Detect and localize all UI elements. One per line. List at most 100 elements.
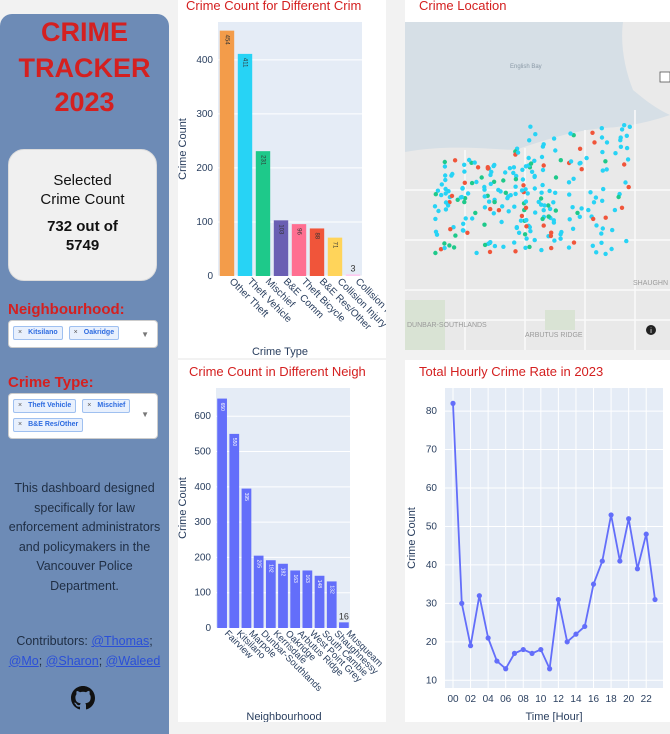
crime-marker[interactable] [462, 162, 467, 167]
crime-marker[interactable] [488, 181, 493, 187]
crime-marker[interactable] [619, 127, 625, 132]
crime-marker[interactable] [586, 207, 591, 213]
crime-marker[interactable] [433, 250, 438, 256]
crime-marker[interactable] [523, 187, 528, 192]
neighbourhood-bar-chart[interactable]: 0100200300400500600650Fairview550Kitsila… [178, 360, 386, 722]
crime-marker[interactable] [511, 170, 516, 176]
bar[interactable] [217, 398, 227, 628]
crime-marker[interactable] [625, 157, 631, 162]
crime-marker[interactable] [453, 233, 458, 238]
crime-marker[interactable] [447, 243, 452, 248]
crime-marker[interactable] [592, 140, 597, 145]
crime-marker[interactable] [613, 151, 618, 156]
crime-marker[interactable] [460, 186, 465, 191]
crime-marker[interactable] [503, 170, 508, 175]
crime-marker[interactable] [552, 238, 557, 243]
crime-marker[interactable] [513, 184, 518, 189]
crime-marker[interactable] [570, 226, 576, 231]
crime-marker[interactable] [433, 192, 438, 197]
crime-marker[interactable] [618, 144, 624, 149]
data-point[interactable] [476, 593, 482, 599]
chip-remove-icon[interactable]: × [18, 402, 23, 409]
crime-marker[interactable] [540, 182, 545, 188]
bar[interactable] [237, 53, 253, 277]
crime-marker[interactable] [593, 195, 599, 200]
contributor-link-waleed[interactable]: @Waleed [105, 653, 161, 668]
crime-marker[interactable] [553, 175, 559, 180]
crime-marker[interactable] [616, 194, 621, 200]
crime-marker[interactable] [492, 199, 497, 205]
crime-marker[interactable] [600, 198, 605, 203]
crime-marker[interactable] [591, 216, 596, 222]
bar[interactable] [314, 575, 325, 628]
crime-marker[interactable] [496, 187, 501, 193]
crime-marker[interactable] [533, 132, 538, 137]
chip-remove-icon[interactable]: × [18, 329, 23, 336]
crime-marker[interactable] [594, 250, 599, 255]
crime-marker[interactable] [527, 138, 532, 143]
crime-marker[interactable] [624, 133, 629, 138]
crime-marker[interactable] [513, 191, 518, 197]
crime-marker[interactable] [599, 126, 604, 131]
crime-marker[interactable] [542, 203, 547, 208]
data-point[interactable] [485, 635, 491, 641]
crime-marker[interactable] [558, 236, 563, 241]
crime-marker[interactable] [496, 208, 502, 213]
data-point[interactable] [547, 666, 553, 672]
crime-marker[interactable] [442, 164, 448, 169]
crime-marker[interactable] [479, 175, 484, 180]
crime-marker[interactable] [609, 246, 614, 252]
crime-marker[interactable] [507, 166, 513, 171]
crime-marker[interactable] [591, 200, 597, 205]
crime-marker[interactable] [451, 225, 456, 230]
crime-marker[interactable] [500, 204, 505, 209]
crime-marker[interactable] [604, 140, 610, 145]
data-point[interactable] [503, 666, 509, 672]
chip-remove-icon[interactable]: × [18, 421, 23, 428]
crime-marker[interactable] [451, 245, 457, 250]
crime-marker[interactable] [508, 193, 513, 198]
crime-marker[interactable] [501, 178, 506, 183]
crime-marker[interactable] [465, 191, 471, 196]
bar[interactable] [339, 622, 349, 628]
crime-marker[interactable] [603, 215, 608, 220]
contributor-link-thomas[interactable]: @Thomas [91, 634, 150, 648]
crime-marker[interactable] [455, 197, 460, 202]
map-info-icon[interactable]: i [646, 325, 656, 335]
crime-marker[interactable] [540, 216, 545, 222]
crime-marker[interactable] [492, 243, 498, 249]
crime-marker[interactable] [482, 194, 487, 199]
data-point[interactable] [634, 566, 641, 572]
crime-marker[interactable] [512, 240, 517, 245]
crime-marker[interactable] [539, 247, 544, 253]
chip-remove-icon[interactable]: × [87, 402, 92, 409]
crime-marker[interactable] [527, 244, 532, 250]
crime-marker[interactable] [442, 159, 447, 165]
crime-marker[interactable] [547, 206, 553, 212]
crime-marker[interactable] [577, 146, 583, 151]
bar[interactable] [309, 228, 325, 276]
crime-marker[interactable] [462, 169, 467, 174]
crime-marker[interactable] [624, 145, 630, 151]
crime-marker[interactable] [566, 180, 572, 185]
crime-marker[interactable] [546, 214, 551, 219]
crime-marker[interactable] [491, 211, 496, 216]
crime-marker[interactable] [473, 210, 478, 216]
crime-marker[interactable] [553, 190, 558, 195]
crime-marker[interactable] [588, 190, 593, 195]
crime-marker[interactable] [469, 180, 475, 186]
hourly-line-chart[interactable]: 10 20 30 40 50 60 70 80 00 02 04 06 08 10 12 14 16 18 20 22… [405, 360, 670, 722]
crime-marker[interactable] [549, 230, 554, 235]
crime-marker[interactable] [532, 174, 537, 180]
neighbourhood-chip[interactable]: × Oakridge [68, 326, 120, 340]
bar[interactable] [326, 581, 337, 628]
chip-remove-icon[interactable]: × [73, 329, 78, 336]
crime-marker[interactable] [443, 173, 448, 178]
crime-marker[interactable] [619, 205, 625, 210]
bar[interactable] [255, 151, 271, 276]
crime-marker[interactable] [575, 210, 580, 216]
chevron-down-icon[interactable]: ▼ [141, 330, 149, 339]
crime-marker[interactable] [452, 158, 458, 163]
crime-marker[interactable] [579, 206, 584, 211]
